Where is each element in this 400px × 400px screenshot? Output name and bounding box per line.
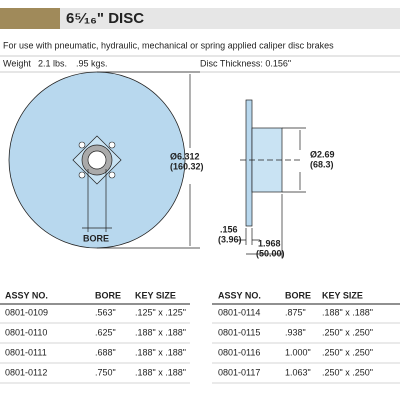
weight-kgs: .95 kgs. (76, 58, 108, 68)
cell: 0801-0112 (5, 367, 47, 377)
cell: 0801-0114 (218, 307, 260, 317)
column-header: KEY SIZE (322, 290, 363, 300)
cell: 1.000" (285, 347, 311, 357)
weight-lbs: 2.1 lbs. (38, 58, 67, 68)
cell: .688" (95, 347, 116, 357)
diameter-mm: (160.32) (170, 161, 204, 171)
weight-label: Weight (3, 58, 31, 68)
plate-mm: (3.96) (218, 234, 242, 244)
hub-diameter: Ø2.69 (310, 149, 335, 159)
plate: .156 (220, 224, 238, 234)
title: 6⁵⁄₁₆" DISC (66, 10, 144, 27)
cell: 0801-0115 (218, 327, 260, 337)
hub-length-mm: (50.00) (256, 248, 285, 258)
cell: 0801-0110 (5, 327, 47, 337)
cell: .188" x .188" (135, 367, 186, 377)
cell: .188" x .188" (322, 307, 373, 317)
cell: .250" x .250" (322, 327, 373, 337)
column-header: KEY SIZE (135, 290, 176, 300)
cell: 0801-0116 (218, 347, 260, 357)
front-view (8, 71, 200, 249)
cell: .250" x .250" (322, 367, 373, 377)
cell: 0801-0117 (218, 367, 260, 377)
cell: .125" x .125" (135, 307, 186, 317)
column-header: ASSY NO. (218, 290, 261, 300)
cell: 0801-0109 (5, 307, 48, 317)
cell: .188" x .188" (135, 347, 186, 357)
cell: 0801-0111 (5, 347, 47, 357)
column-header: ASSY NO. (5, 290, 48, 300)
cell: 1.063" (285, 367, 311, 377)
side-view (238, 99, 306, 258)
cell: .188" x .188" (135, 327, 186, 337)
cell: .938" (285, 327, 306, 337)
bore-label: BORE (83, 233, 109, 243)
cell: .250" x .250" (322, 347, 373, 357)
cell: .750" (95, 367, 116, 377)
title-swatch (0, 8, 60, 29)
diameter: Ø6.312 (170, 151, 200, 161)
cell: .875" (285, 307, 306, 317)
cell: .563" (95, 307, 116, 317)
hub-diameter-mm: (68.3) (310, 159, 334, 169)
title-bar (0, 8, 400, 29)
thickness: Disc Thickness: 0.156" (200, 58, 291, 68)
column-header: BORE (285, 290, 311, 300)
hub-length: 1.968 (258, 238, 281, 248)
description: For use with pneumatic, hydraulic, mecha… (3, 40, 334, 50)
column-header: BORE (95, 290, 121, 300)
cell: .625" (95, 327, 116, 337)
